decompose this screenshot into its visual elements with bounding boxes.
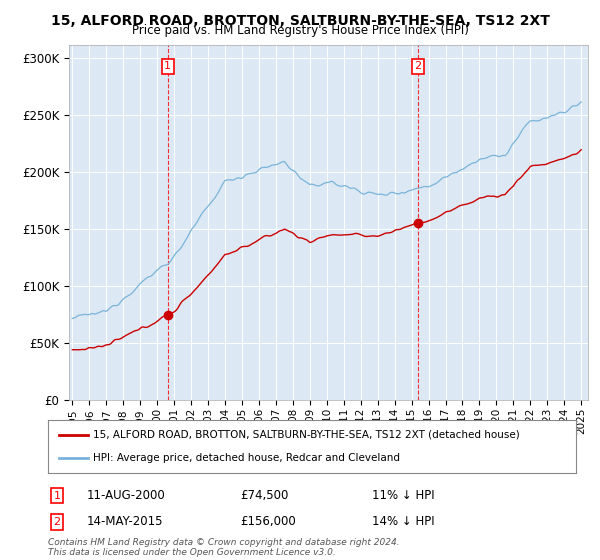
Text: £74,500: £74,500	[240, 489, 289, 502]
Text: 15, ALFORD ROAD, BROTTON, SALTBURN-BY-THE-SEA, TS12 2XT (detached house): 15, ALFORD ROAD, BROTTON, SALTBURN-BY-TH…	[93, 430, 520, 440]
Text: 2: 2	[415, 62, 422, 72]
Text: 1: 1	[164, 62, 171, 72]
Text: 14% ↓ HPI: 14% ↓ HPI	[372, 515, 434, 529]
Text: 11% ↓ HPI: 11% ↓ HPI	[372, 489, 434, 502]
Text: Price paid vs. HM Land Registry's House Price Index (HPI): Price paid vs. HM Land Registry's House …	[131, 24, 469, 37]
Text: £156,000: £156,000	[240, 515, 296, 529]
Text: HPI: Average price, detached house, Redcar and Cleveland: HPI: Average price, detached house, Redc…	[93, 453, 400, 463]
Text: Contains HM Land Registry data © Crown copyright and database right 2024.
This d: Contains HM Land Registry data © Crown c…	[48, 538, 400, 557]
Text: 2: 2	[53, 517, 61, 527]
Text: 1: 1	[53, 491, 61, 501]
Text: 15, ALFORD ROAD, BROTTON, SALTBURN-BY-THE-SEA, TS12 2XT: 15, ALFORD ROAD, BROTTON, SALTBURN-BY-TH…	[50, 14, 550, 28]
Text: 11-AUG-2000: 11-AUG-2000	[87, 489, 166, 502]
Text: 14-MAY-2015: 14-MAY-2015	[87, 515, 163, 529]
